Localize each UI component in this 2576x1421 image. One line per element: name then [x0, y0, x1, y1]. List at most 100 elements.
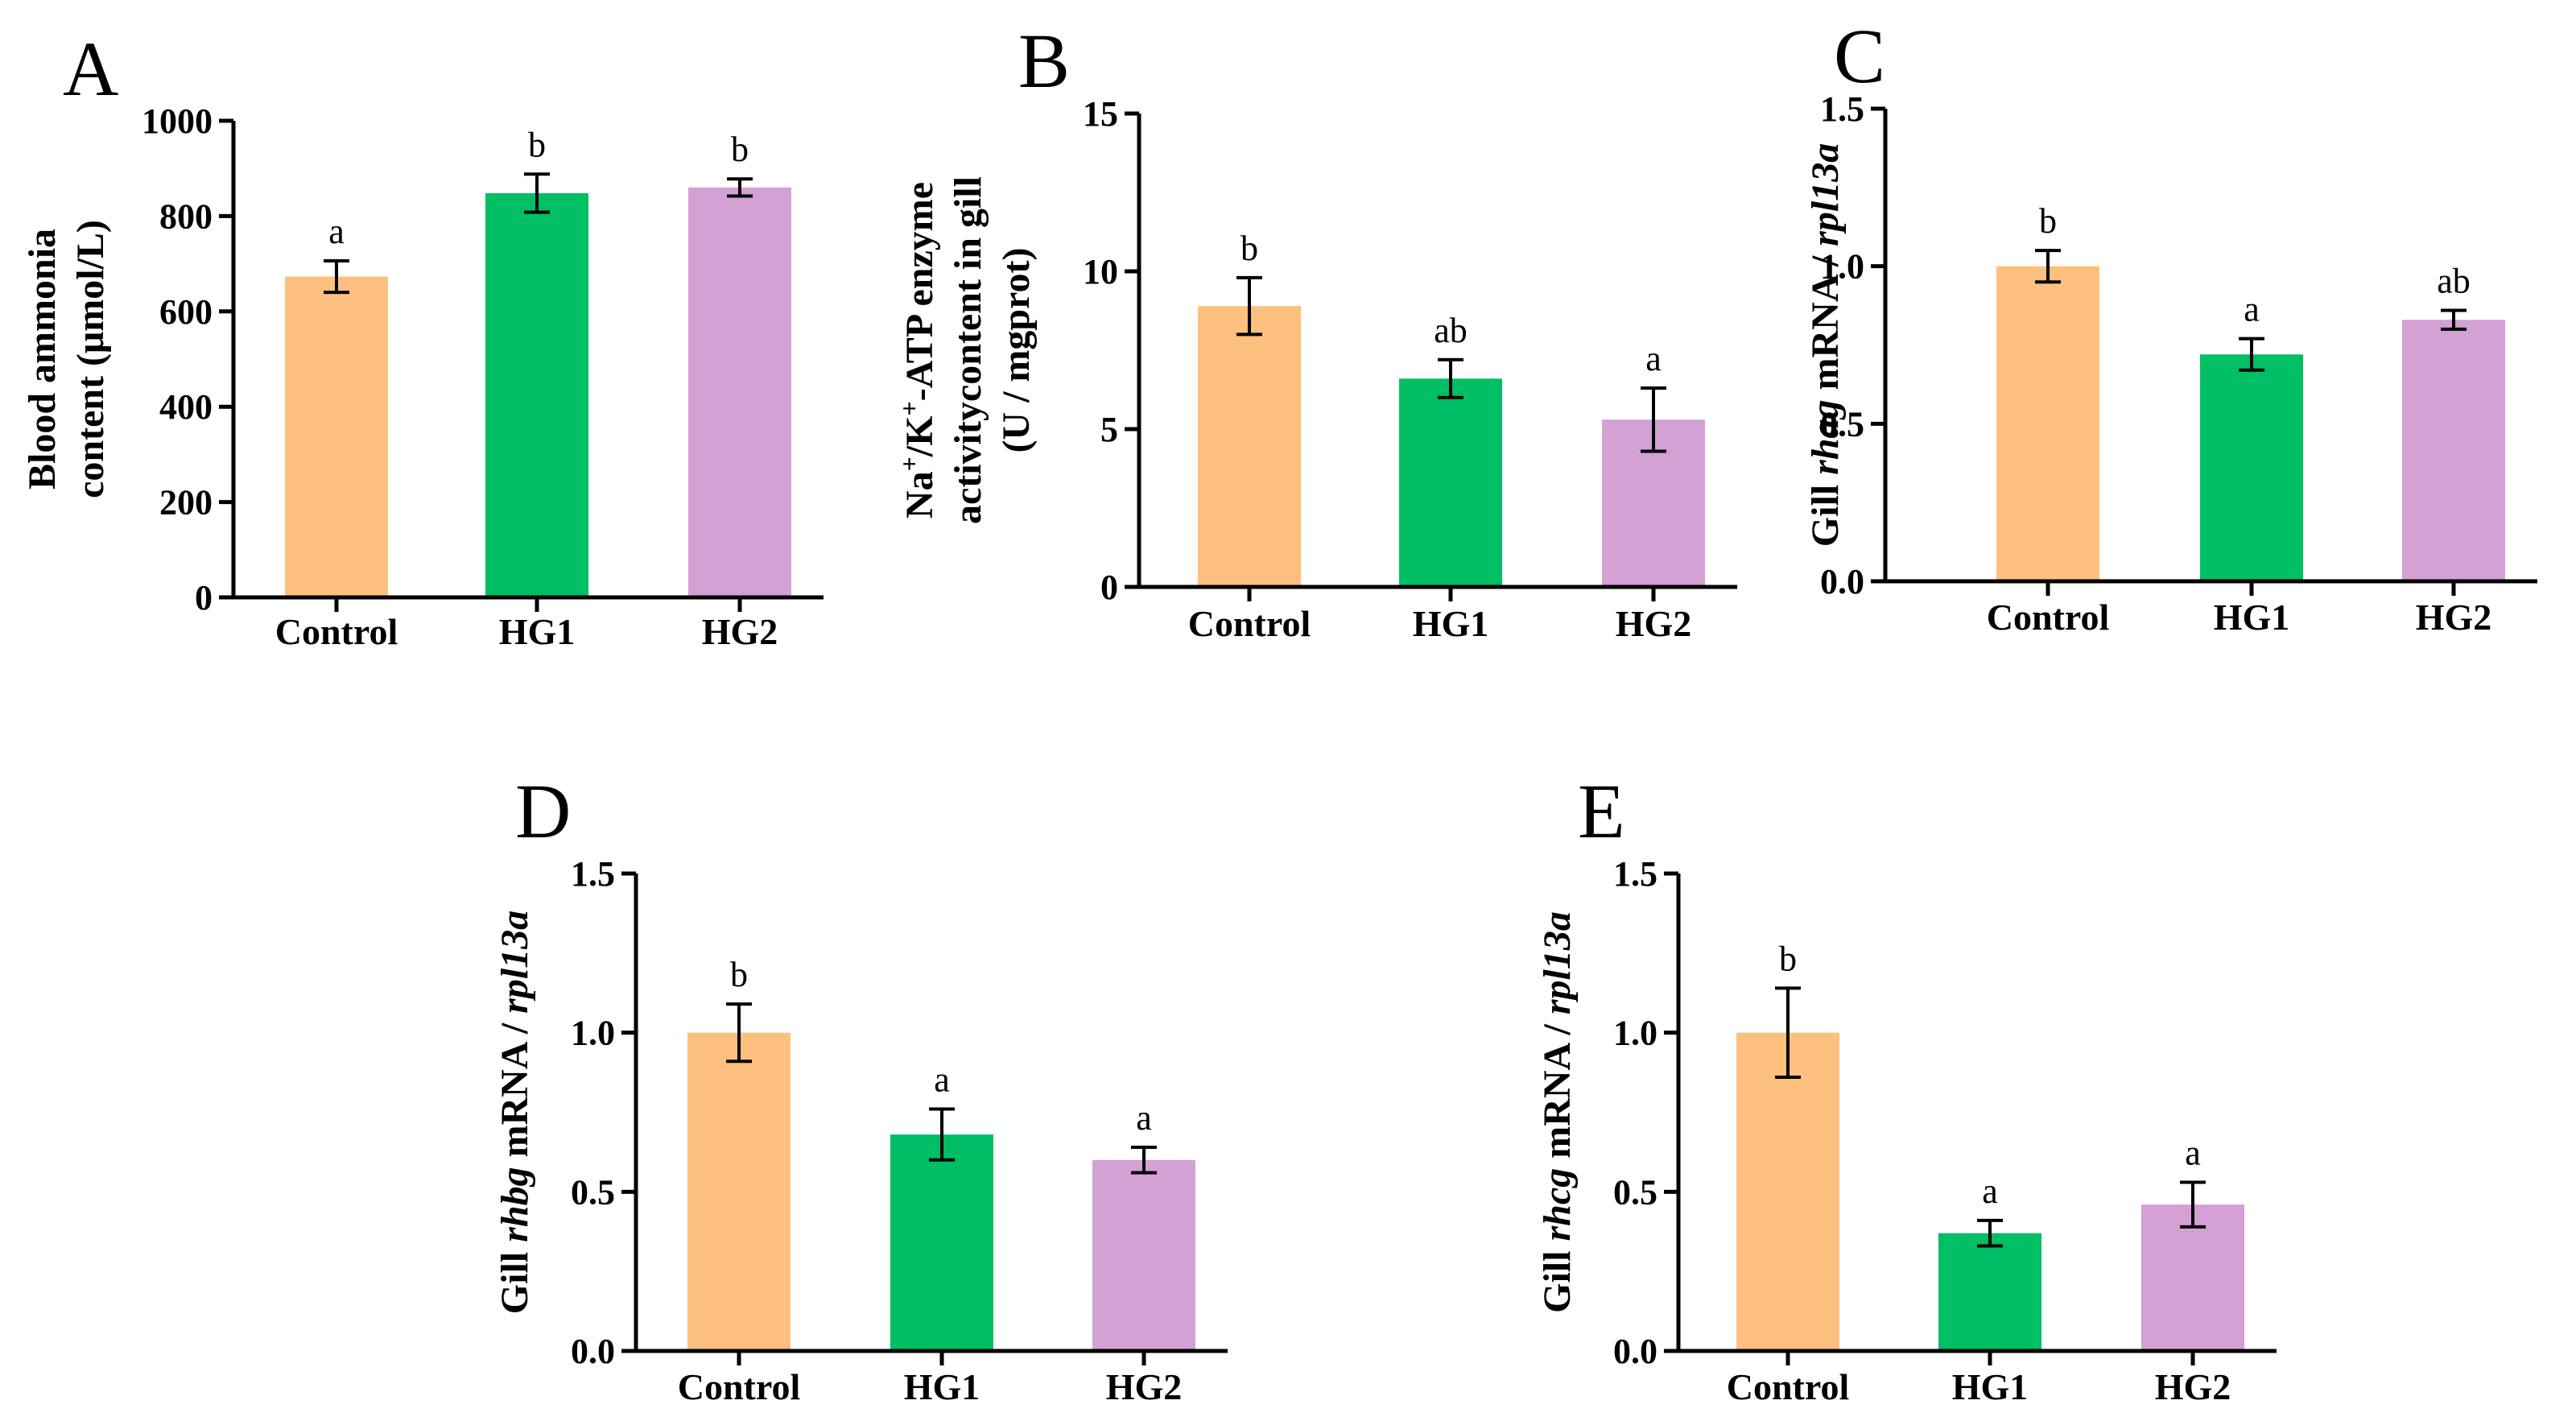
y-tick-label: 0 [1100, 568, 1118, 607]
y-axis-label-part: mRNA / [493, 1014, 536, 1167]
error-bar [1438, 357, 1463, 399]
x-tick-label: HG1 [1413, 603, 1489, 644]
y-axis-label: activitycontent in gill [947, 176, 989, 524]
y-axis-label: Na+/K+-ATP enzyme [894, 182, 941, 518]
y-tick-label: 1.0 [1820, 247, 1864, 287]
x-tick-label: HG1 [1952, 1366, 2029, 1407]
y-axis-label-part: rhag [1804, 399, 1847, 474]
x-tick-label: Control [1987, 597, 2110, 638]
y-axis-label-part: content (μmol/L) [69, 220, 112, 498]
bar-control [1736, 1032, 1839, 1351]
bar-hg2 [2141, 1204, 2244, 1351]
y-tick-label: 1.5 [1820, 89, 1864, 129]
y-tick-label: 0.0 [1820, 562, 1864, 601]
x-tick-label: HG2 [2155, 1366, 2231, 1407]
y-axis-label-part: rpl13a [1536, 911, 1579, 1014]
panel-c: Cb Control a HG1 ab HG2 0.0 0.5 1.0 1.5 Gill rhag … [1804, 13, 2537, 638]
y-tick-label: 0.5 [1613, 1172, 1657, 1212]
error-bar [1775, 986, 1801, 1080]
y-axis-label-part: (U / mgprot) [995, 247, 1038, 452]
y-axis-label-part: Gill [1536, 1241, 1579, 1313]
bar-hg2 [2402, 320, 2505, 581]
y-axis-label-part: -ATP enzyme [898, 182, 941, 401]
x-tick-label: Control [1188, 603, 1311, 644]
panel-letter: E [1578, 768, 1625, 854]
y-axis-label-part: + [894, 456, 923, 471]
significance-letter: b [1241, 229, 1258, 268]
y-axis-label: Blood ammonia [21, 229, 64, 490]
y-tick-label: 0.0 [1613, 1332, 1657, 1371]
y-axis-label-part: activitycontent in gill [947, 176, 989, 524]
error-bar [2239, 337, 2264, 372]
error-bar [1977, 1218, 2003, 1248]
error-bar [524, 172, 550, 214]
y-axis-label-part: /K [898, 416, 941, 458]
x-tick-label: HG1 [904, 1366, 980, 1407]
x-tick-label: HG2 [2416, 597, 2492, 638]
error-bar [324, 259, 349, 295]
bar-hg1 [890, 1134, 993, 1351]
significance-letter: a [934, 1060, 950, 1100]
x-tick-label: Control [275, 611, 398, 652]
panel-d: Db Control a HG1 a HG2 0.0 0.5 1.0 1.5 Gill rhbg m… [493, 768, 1228, 1407]
bar-hg2 [688, 187, 791, 597]
y-tick-label: 800 [159, 196, 213, 236]
y-axis-label-part: rhcg [1536, 1168, 1579, 1241]
y-tick-label: 1.5 [1613, 854, 1657, 894]
x-tick-label: Control [1727, 1366, 1850, 1407]
x-tick-label: HG2 [702, 611, 778, 652]
significance-letter: b [731, 130, 749, 169]
bar-control [687, 1032, 791, 1351]
y-axis-label: content (μmol/L) [69, 220, 112, 498]
significance-letter: b [2039, 201, 2057, 241]
x-tick-label: HG2 [1106, 1366, 1183, 1407]
bar-hg1 [2200, 354, 2303, 581]
bar-control [1198, 306, 1301, 587]
y-tick-label: 0.5 [1820, 404, 1864, 444]
y-axis-label: Gill rhag mRNA / rpl13a [1804, 143, 1847, 547]
y-tick-label: 1000 [142, 101, 213, 141]
y-axis-label-part: rhbg [493, 1167, 536, 1241]
y-tick-label: 0 [195, 578, 213, 618]
bar-hg1 [1938, 1233, 2041, 1351]
panel-a: Aa Control b HG1 b HG2 0 200 400 600 800 1000 Blood … [21, 26, 824, 652]
y-axis-label-part: Gill [493, 1242, 536, 1314]
y-axis-label-part: Gill [1804, 475, 1847, 547]
y-axis-label-part: rpl13a [493, 911, 536, 1014]
error-bar [2441, 308, 2467, 331]
bar-control [1996, 266, 2099, 581]
panel-letter: C [1834, 13, 1885, 99]
significance-letter: ab [1434, 311, 1468, 350]
y-tick-label: 400 [159, 387, 213, 427]
y-axis-label-part: rpl13a [1804, 143, 1847, 246]
panel-letter: B [1018, 18, 1070, 104]
significance-letter: a [2185, 1133, 2201, 1172]
y-axis-label-part: + [894, 401, 923, 415]
y-tick-label: 1.0 [571, 1014, 615, 1053]
y-axis-label: (U / mgprot) [995, 247, 1038, 452]
significance-letter: a [1136, 1098, 1152, 1138]
error-bar [929, 1107, 955, 1162]
bar-hg2 [1092, 1159, 1195, 1351]
error-bar [1131, 1145, 1157, 1175]
y-tick-label: 0.0 [571, 1332, 615, 1371]
error-bar [726, 1002, 752, 1064]
significance-letter: a [2244, 290, 2260, 329]
significance-letter: b [528, 125, 546, 164]
error-bar [727, 177, 753, 198]
x-tick-label: HG1 [2214, 597, 2290, 638]
bar-hg1 [1399, 378, 1502, 587]
significance-letter: b [1779, 939, 1797, 978]
error-bar [1641, 386, 1666, 453]
significance-letter: a [1645, 339, 1662, 378]
significance-letter: a [328, 212, 345, 251]
x-tick-label: HG1 [499, 611, 576, 652]
y-tick-label: 600 [159, 292, 213, 332]
error-bar [2180, 1180, 2206, 1229]
significance-letter: b [730, 955, 748, 994]
y-axis-label: Gill rhcg mRNA / rpl13a [1536, 911, 1579, 1313]
y-axis-label-part: mRNA / [1536, 1014, 1579, 1168]
error-bar [2035, 249, 2061, 284]
